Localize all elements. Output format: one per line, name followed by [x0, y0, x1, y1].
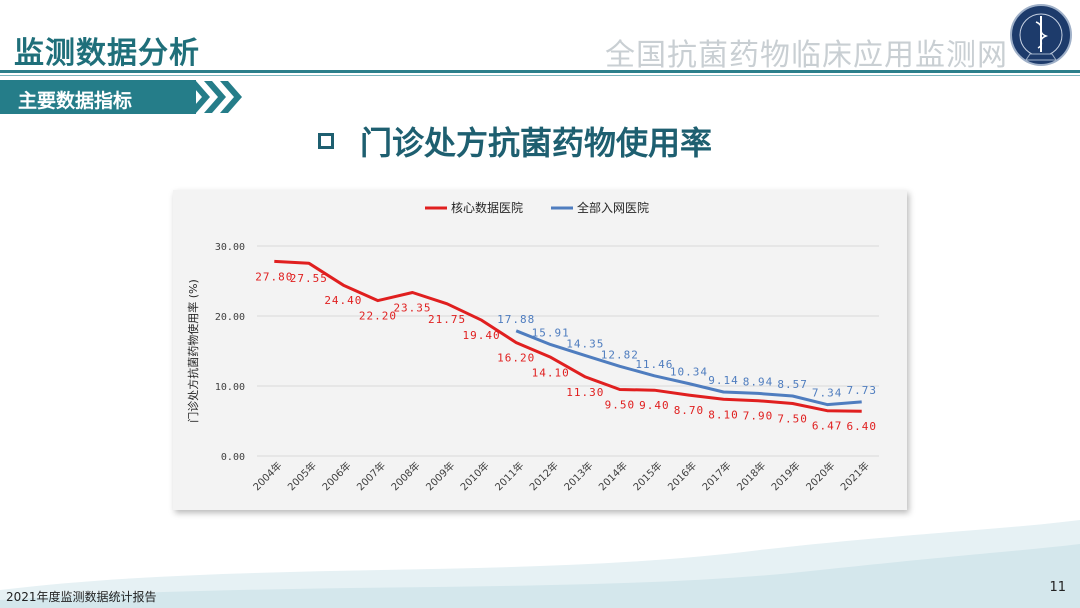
data-label: 9.40: [639, 399, 670, 412]
y-axis-label: 门诊处方抗菌药物使用率 (%): [186, 279, 200, 423]
data-label: 16.20: [497, 352, 535, 365]
data-label: 7.90: [743, 410, 774, 423]
data-label: 10.34: [670, 366, 708, 379]
data-label: 6.47: [812, 420, 843, 433]
data-label: 9.50: [605, 399, 636, 412]
data-label: 21.75: [428, 313, 466, 326]
slide-title: 门诊处方抗菌药物使用率: [318, 118, 712, 164]
data-label: 7.34: [812, 387, 843, 400]
x-tick-label: 2010年: [457, 459, 491, 493]
data-label: 24.40: [324, 294, 362, 307]
x-tick-label: 2015年: [630, 459, 664, 493]
x-tick-label: 2004年: [250, 459, 284, 493]
x-tick-label: 2018年: [734, 459, 768, 493]
page-number: 11: [1049, 580, 1066, 595]
section-tag: 主要数据指标: [0, 80, 196, 114]
y-tick-label: 20.00: [215, 312, 245, 323]
x-tick-label: 2021年: [838, 459, 872, 493]
x-tick-label: 2005年: [285, 459, 319, 493]
section-label: 主要数据指标: [18, 90, 133, 112]
x-tick-label: 2007年: [354, 459, 388, 493]
data-label: 8.57: [777, 378, 808, 391]
org-name: 全国抗菌药物临床应用监测网: [605, 38, 1008, 73]
x-tick-label: 2016年: [665, 459, 699, 493]
header-title: 监测数据分析: [14, 36, 200, 71]
header-rule-thin: [0, 75, 1080, 76]
data-label: 8.94: [743, 375, 774, 388]
data-label: 15.91: [532, 327, 570, 340]
chart-panel: 0.00 10.00 20.00 30.00 门诊处方抗菌药物使用率 (%) 2004年 2…: [173, 190, 907, 510]
data-label: 7.73: [846, 384, 877, 397]
data-label: 14.35: [566, 338, 604, 351]
legend-label: 全部入网医院: [577, 200, 649, 215]
footer-report: 2021年度监测数据统计报告: [6, 590, 157, 604]
x-tick-label: 2019年: [768, 459, 802, 493]
x-tick-label: 2008年: [388, 459, 422, 493]
data-label: 27.80: [255, 270, 293, 283]
data-label: 11.30: [566, 386, 604, 399]
x-tick-label: 2012年: [527, 459, 561, 493]
x-tick-label: 2014年: [596, 459, 630, 493]
chevron-right-icon: [188, 81, 242, 113]
data-label: 23.35: [393, 302, 431, 315]
x-tick-label: 2017年: [699, 459, 733, 493]
y-tick-label: 10.00: [215, 382, 245, 393]
square-bullet-icon: [318, 133, 334, 149]
legend-label: 核心数据医院: [451, 200, 523, 215]
x-tick-label: 2011年: [492, 459, 526, 493]
data-label: 11.46: [635, 358, 673, 371]
series-line: [274, 259, 862, 413]
data-label: 17.88: [497, 313, 535, 326]
data-label: 7.50: [777, 413, 808, 426]
data-label: 19.40: [463, 329, 501, 342]
x-tick-label: 2020年: [803, 459, 837, 493]
slide-title-text: 门诊处方抗菌药物使用率: [360, 124, 713, 162]
background-wave: [0, 520, 1080, 608]
x-tick-label: 2013年: [561, 459, 595, 493]
x-tick-label: 2006年: [319, 459, 353, 493]
data-label: 6.40: [846, 420, 877, 433]
series-line: [515, 329, 862, 407]
data-label: 22.20: [359, 310, 397, 323]
data-label: 27.55: [290, 272, 328, 285]
x-tick-label: 2009年: [423, 459, 457, 493]
data-label: 8.10: [708, 408, 739, 421]
data-label: 12.82: [601, 348, 639, 361]
organization-logo: [1010, 4, 1072, 66]
data-label: 8.70: [674, 404, 705, 417]
data-label: 14.10: [532, 366, 570, 379]
data-label: 9.14: [708, 374, 739, 387]
y-tick-label: 0.00: [221, 452, 245, 463]
y-tick-label: 30.00: [215, 242, 245, 253]
header-rule: [0, 70, 1080, 73]
